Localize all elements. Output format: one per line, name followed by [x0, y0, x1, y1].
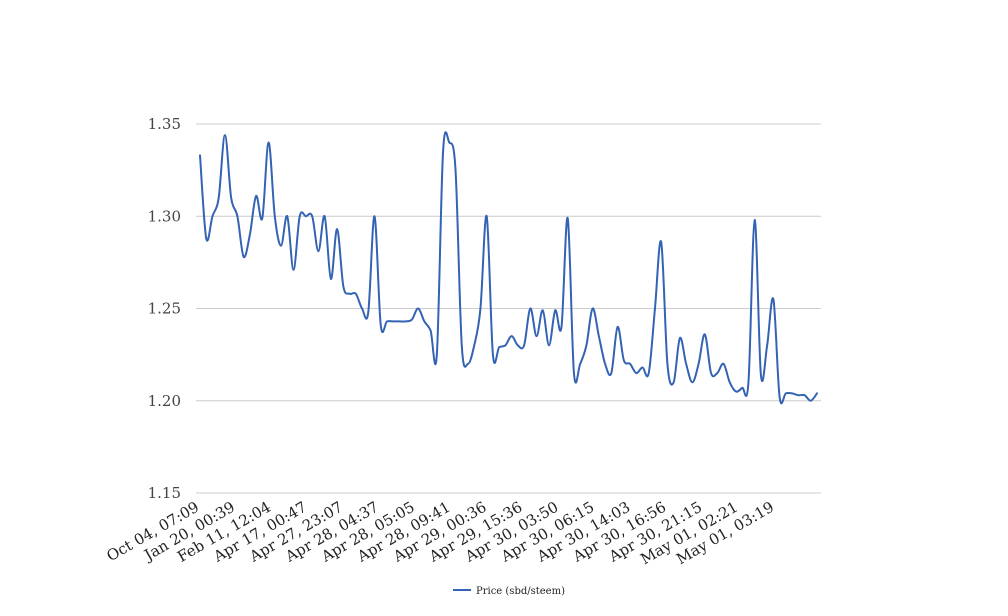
legend-label: Price (sbd/steem): [476, 586, 565, 597]
series-line-0: [199, 131, 818, 405]
gridlines: [196, 123, 821, 494]
y-tick-label: 1.30: [148, 207, 181, 225]
series-group: [199, 131, 818, 405]
y-tick-label: 1.15: [148, 484, 181, 502]
y-tick-label: 1.25: [148, 300, 181, 318]
y-axis-ticks: 1.15 1.20 1.25 1.30 1.35: [148, 115, 181, 502]
y-tick-label: 1.20: [148, 392, 181, 410]
y-tick-label: 1.35: [148, 115, 181, 133]
legend[interactable]: Price (sbd/steem): [453, 586, 565, 597]
